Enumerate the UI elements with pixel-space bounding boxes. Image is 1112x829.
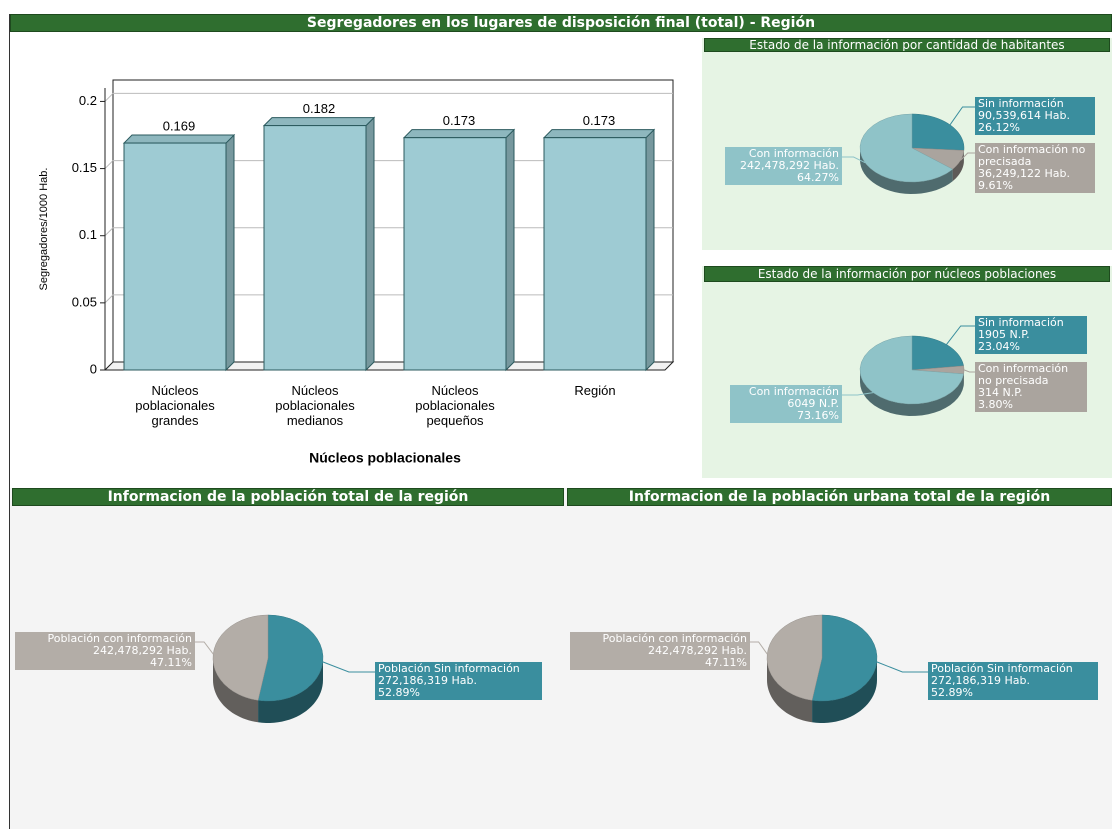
bar-side	[645, 128, 655, 372]
slice-amount: 242,478,292 Hab.	[648, 644, 747, 657]
grid-line	[104, 93, 114, 102]
leader-line	[750, 641, 768, 655]
value-label: 0.173	[443, 113, 476, 128]
bar-side	[505, 128, 515, 372]
bar	[543, 137, 647, 371]
value-label: 0.182	[303, 101, 336, 116]
data-label: Sin información 1905 N.P. 23.04%	[975, 316, 1087, 354]
slice-percent: 47.11%	[705, 656, 747, 669]
slice-name: Sin información	[978, 97, 1064, 110]
slice-percent: 47.11%	[150, 656, 192, 669]
y-tick-label: 0.2	[79, 93, 97, 108]
leader-line	[963, 369, 975, 373]
x-tick-label: Núcleos poblacionales grandes	[135, 383, 215, 428]
left-border	[9, 14, 10, 829]
bar	[263, 125, 367, 371]
data-label: Sin información 90,539,614 Hab. 26.12%	[975, 97, 1095, 135]
page-title: Segregadores en los lugares de disposici…	[10, 14, 1112, 32]
chart-title: Estado de la información por núcleos pob…	[704, 266, 1110, 282]
slice-amount: 242,478,292 Hab.	[93, 644, 192, 657]
slice-amount: 6049 N.P.	[787, 397, 839, 410]
pie-slice	[911, 335, 964, 371]
slice-percent: 23.04%	[978, 340, 1020, 353]
bar-side	[365, 116, 375, 372]
leader-line	[960, 152, 975, 161]
slice-amount: 36,249,122 Hab.	[978, 167, 1070, 180]
data-label: Población con información 242,478,292 Hab…	[15, 632, 195, 670]
slice-name: Con información	[748, 385, 839, 398]
slice-amount: 90,539,614 Hab.	[978, 109, 1070, 122]
chart-title: Estado de la información por cantidad de…	[704, 38, 1110, 52]
leader-line	[842, 392, 874, 396]
x-tick-label: Región	[574, 383, 616, 398]
slice-amount: 1905 N.P.	[978, 328, 1030, 341]
slice-amount: 242,478,292 Hab.	[740, 159, 839, 172]
x-axis-label: Núcleos poblacionales	[309, 450, 461, 466]
data-label: Población Sin información 272,186,319 Hab…	[928, 662, 1098, 700]
leader-line	[322, 661, 375, 673]
chart-title: Informacion de la población total de la …	[12, 488, 564, 506]
x-tick-label: Núcleos poblacionales medianos	[275, 383, 355, 428]
data-label: Población con información 242,478,292 Hab…	[570, 632, 750, 670]
grid-line	[104, 160, 114, 169]
slice-amount: 314 N.P.	[978, 386, 1023, 399]
slice-name: Población con información	[602, 632, 747, 645]
data-label: Con información 242,478,292 Hab. 64.27%	[725, 147, 842, 185]
bar	[403, 137, 507, 371]
slice-percent: 64.27%	[797, 171, 839, 184]
slice-name: Con información no precisada	[978, 143, 1086, 168]
slice-amount: 272,186,319 Hab.	[931, 674, 1030, 687]
leader-line	[842, 156, 866, 164]
y-axis-label: Segregadores/1000 Hab.	[38, 168, 50, 291]
slice-percent: 52.89%	[931, 686, 973, 699]
pie-slice-side	[258, 658, 323, 723]
pie-slice	[911, 113, 965, 151]
pie-slice-side	[812, 658, 877, 723]
data-label: Con información 6049 N.P. 73.16%	[730, 385, 842, 423]
data-label: Población Sin información 272,186,319 Hab…	[375, 662, 542, 700]
data-label: Con información no precisada 36,249,122 H…	[975, 143, 1095, 193]
slice-percent: 26.12%	[978, 121, 1020, 134]
pie-slice-side	[860, 370, 964, 416]
bar-side	[225, 133, 235, 372]
leader-line	[876, 661, 928, 673]
value-label: 0.173	[583, 113, 616, 128]
y-tick-label: 0.15	[72, 160, 97, 175]
slice-amount: 272,186,319 Hab.	[378, 674, 477, 687]
data-label: Con información no precisada 314 N.P. 3.80…	[975, 362, 1087, 412]
slice-percent: 52.89%	[378, 686, 420, 699]
slice-name: Población Sin información	[931, 662, 1073, 675]
pie-slice-side	[952, 150, 964, 182]
x-tick-label: Núcleos poblacionales pequeños	[415, 383, 495, 428]
value-label: 0.169	[163, 118, 196, 133]
grid-line	[104, 227, 114, 237]
y-tick-label: 0.1	[79, 227, 97, 242]
slice-name: Con información no precisada	[978, 362, 1069, 387]
y-tick-label: 0.05	[72, 294, 97, 309]
chart-title: Informacion de la población urbana total…	[567, 488, 1112, 506]
bar-top	[262, 117, 376, 127]
slice-percent: 73.16%	[797, 409, 839, 422]
pie-slice-side	[860, 148, 953, 194]
bar-top	[402, 129, 516, 139]
pie-slice-side	[767, 658, 813, 723]
pie-slice-side	[213, 658, 259, 723]
leader-line	[949, 106, 975, 126]
bar-top	[542, 129, 656, 139]
slice-name: Población Sin información	[378, 662, 520, 675]
y-tick-label: 0	[90, 361, 97, 376]
slice-name: Sin información	[978, 316, 1064, 329]
bar	[123, 142, 227, 371]
leader-line	[946, 325, 975, 345]
slice-percent: 3.80%	[978, 398, 1013, 411]
slice-name: Población con información	[47, 632, 192, 645]
bar-top	[122, 134, 236, 144]
slice-percent: 9.61%	[978, 179, 1013, 192]
grid-line	[104, 294, 114, 304]
leader-line	[195, 641, 214, 655]
slice-name: Con información	[748, 147, 839, 160]
